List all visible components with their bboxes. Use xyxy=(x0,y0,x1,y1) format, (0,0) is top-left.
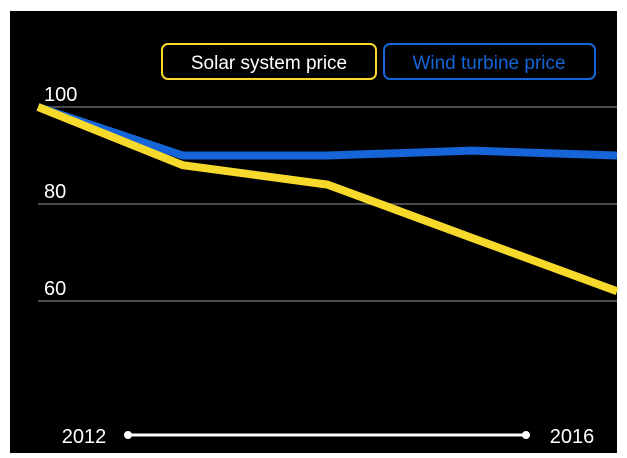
y-tick-label-100: 100 xyxy=(44,84,77,106)
y-tick-label-80: 80 xyxy=(44,181,66,203)
slider-end-handle[interactable] xyxy=(522,431,530,439)
slider-start-handle[interactable] xyxy=(124,431,132,439)
gridlines xyxy=(38,106,617,302)
y-tick-label-60: 60 xyxy=(44,278,66,300)
slider-end-label: 2016 xyxy=(550,426,595,448)
time-slider[interactable]: 2012 2016 xyxy=(62,426,595,448)
legend-item-wind[interactable]: Wind turbine price xyxy=(383,43,596,80)
slider-start-label: 2012 xyxy=(62,426,107,448)
y-axis-ticks: 100 80 60 xyxy=(44,84,77,300)
legend-wind-box xyxy=(383,43,596,80)
legend-item-solar[interactable]: Solar system price xyxy=(161,43,377,80)
series-lines xyxy=(36,103,619,296)
legend-wind-label: Wind turbine price xyxy=(412,53,565,74)
series-line-wind xyxy=(36,103,618,160)
chart-background xyxy=(10,11,617,453)
legend: Solar system price Wind turbine price xyxy=(161,43,596,80)
legend-solar-label: Solar system price xyxy=(191,53,347,74)
series-line-solar xyxy=(36,103,619,296)
legend-solar-box xyxy=(161,43,377,80)
